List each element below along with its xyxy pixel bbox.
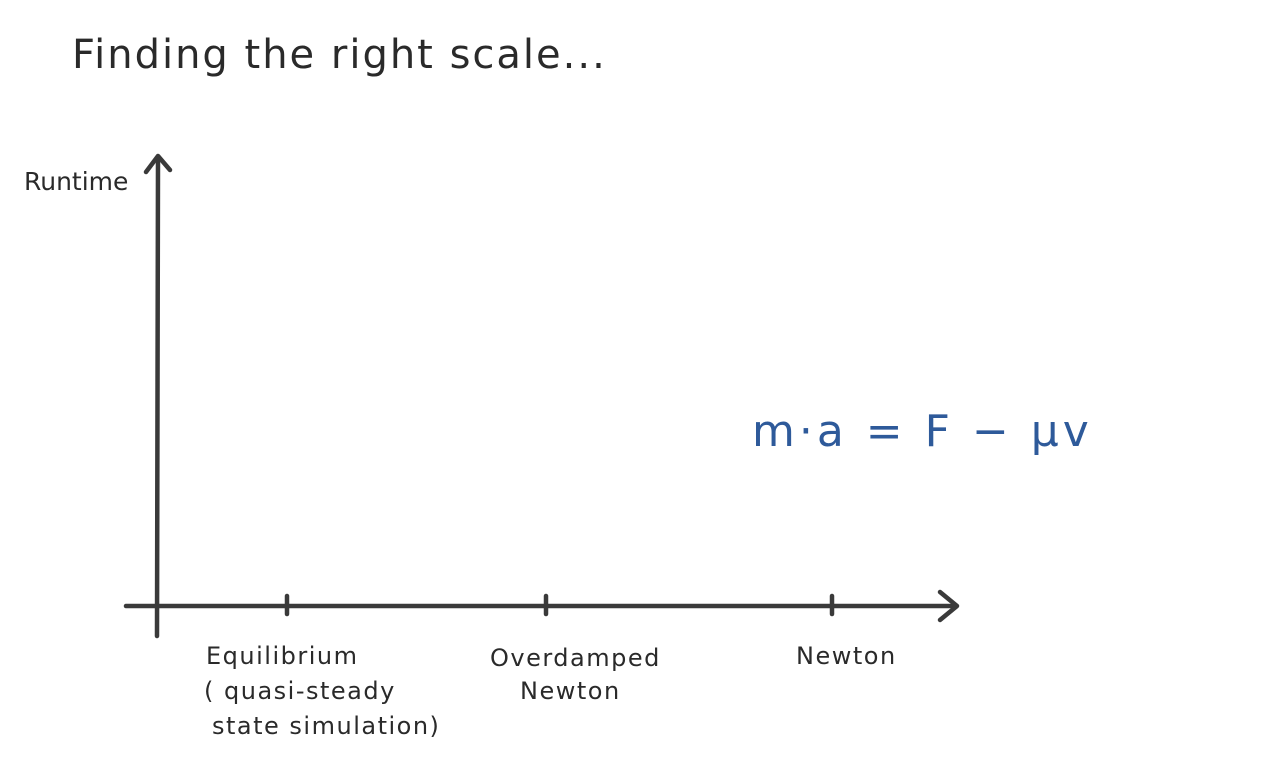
x-tick-labels: Equilibrium ( quasi-steady state simulat…: [204, 642, 897, 740]
y-axis-arrowhead: [143, 153, 173, 175]
y-axis-label: Runtime: [24, 167, 128, 196]
y-axis-line: [154, 155, 161, 639]
y-axis: Runtime: [24, 153, 173, 639]
tick-label-equilibrium-note-1: ( quasi-steady: [204, 677, 396, 705]
diagram-title: Finding the right scale...: [72, 32, 607, 78]
tick-label-newton: Newton: [796, 642, 897, 670]
tick-label-equilibrium-note-2: state simulation): [212, 712, 440, 740]
equation-of-motion: m·a = F − μv: [752, 406, 1093, 457]
tick-label-equilibrium: Equilibrium: [206, 642, 358, 670]
tick-label-overdamped: Overdamped: [490, 644, 661, 672]
x-axis-arrowhead: [937, 589, 960, 623]
tick-label-overdamped-newton: Newton: [520, 677, 621, 705]
x-axis: [123, 589, 960, 623]
